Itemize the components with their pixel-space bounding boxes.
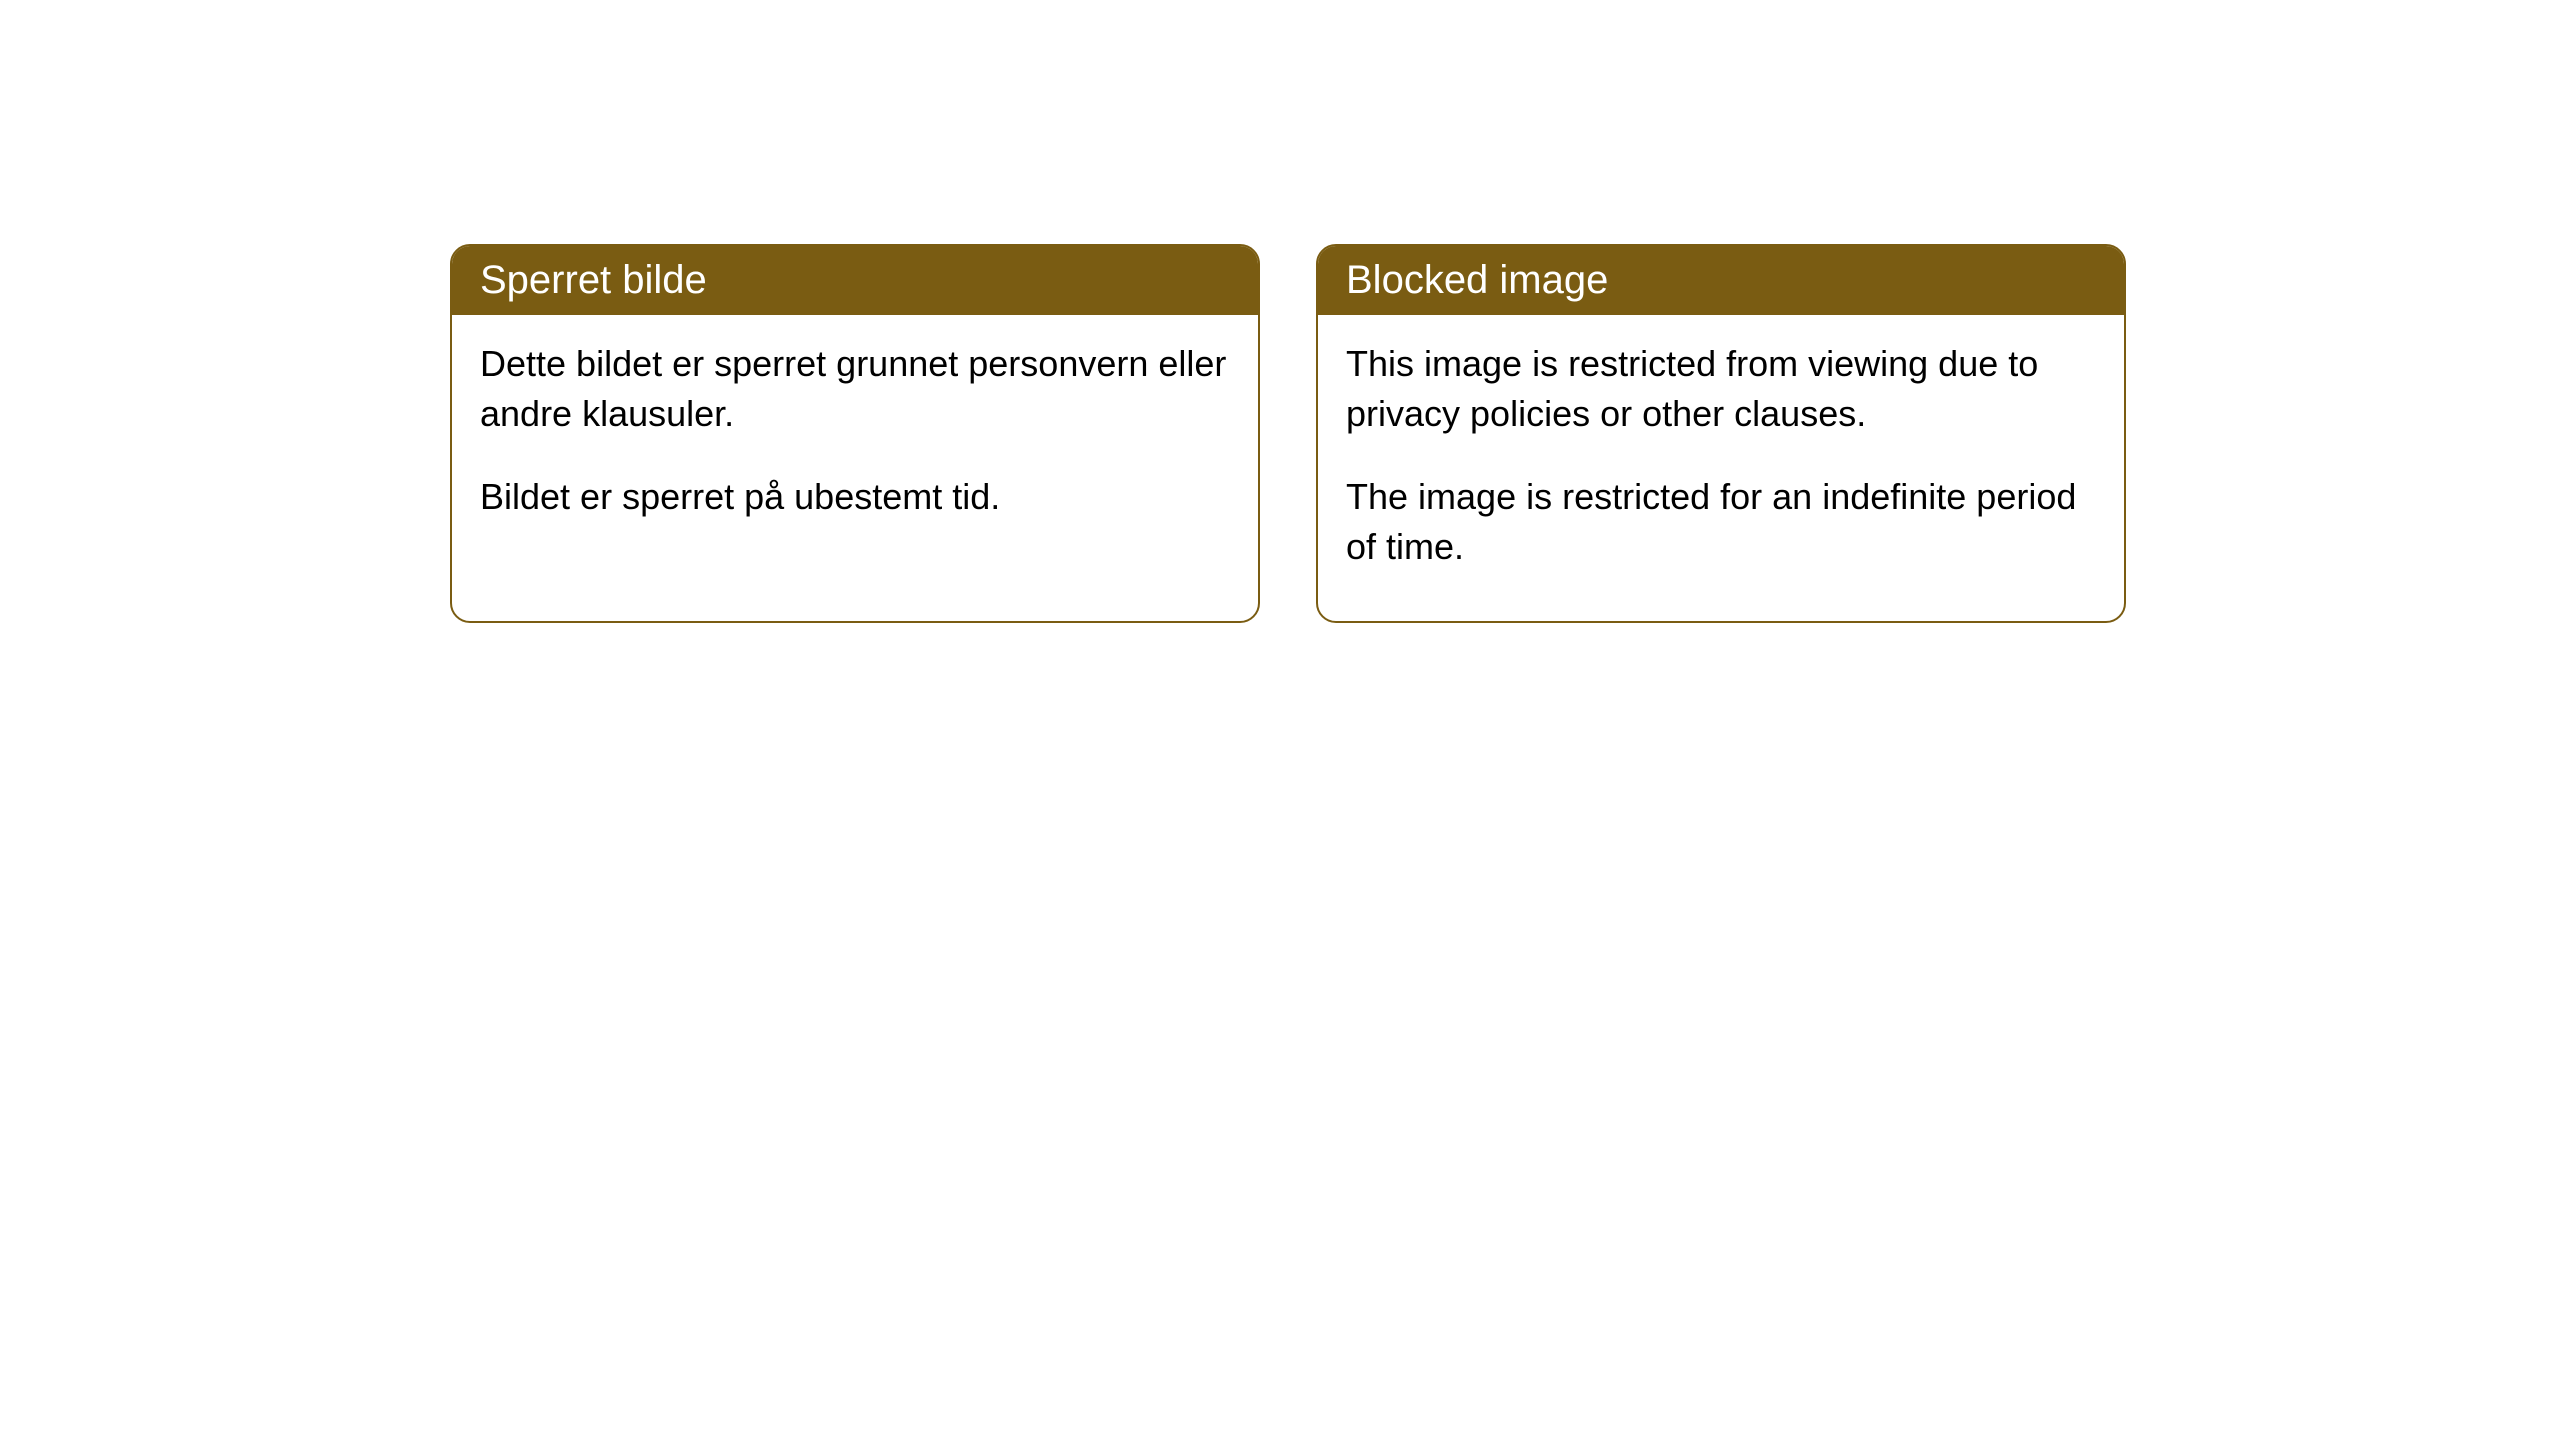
notice-paragraph: The image is restricted for an indefinit… bbox=[1346, 472, 2096, 573]
notice-paragraph: Dette bildet er sperret grunnet personve… bbox=[480, 339, 1230, 440]
notice-container: Sperret bilde Dette bildet er sperret gr… bbox=[0, 0, 2560, 623]
card-header: Blocked image bbox=[1318, 246, 2124, 315]
card-header: Sperret bilde bbox=[452, 246, 1258, 315]
notice-paragraph: Bildet er sperret på ubestemt tid. bbox=[480, 472, 1230, 522]
notice-card-english: Blocked image This image is restricted f… bbox=[1316, 244, 2126, 623]
notice-card-norwegian: Sperret bilde Dette bildet er sperret gr… bbox=[450, 244, 1260, 623]
card-body: This image is restricted from viewing du… bbox=[1318, 315, 2124, 621]
card-body: Dette bildet er sperret grunnet personve… bbox=[452, 315, 1258, 570]
notice-paragraph: This image is restricted from viewing du… bbox=[1346, 339, 2096, 440]
